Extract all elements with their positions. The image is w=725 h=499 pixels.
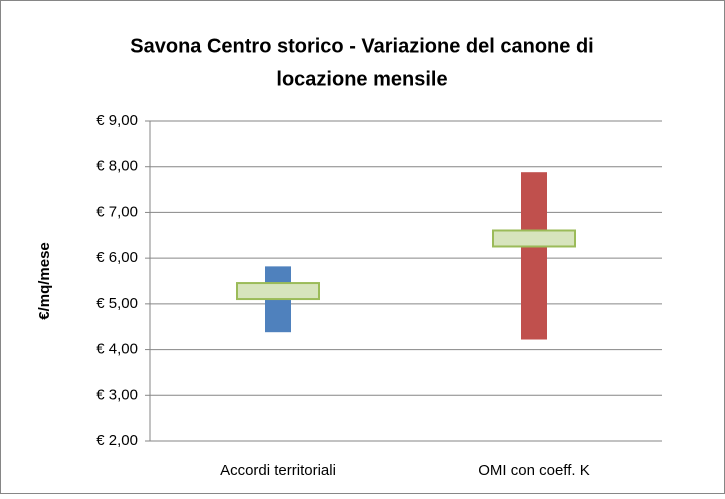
y-tick-label: € 4,00 xyxy=(96,341,138,358)
y-tick-label: € 7,00 xyxy=(96,203,138,220)
y-tick-label: € 9,00 xyxy=(96,112,138,129)
mid-marker xyxy=(236,282,320,301)
y-tick-label: € 2,00 xyxy=(96,432,138,449)
chart-title: locazione mensile xyxy=(276,68,447,90)
y-tick-label: € 3,00 xyxy=(96,386,138,403)
y-tick-label: € 8,00 xyxy=(96,158,138,175)
chart-title: Savona Centro storico - Variazione del c… xyxy=(130,35,593,57)
y-axis-label: €/mq/mese xyxy=(36,242,53,320)
y-tick-label: € 5,00 xyxy=(96,295,138,312)
range-bar xyxy=(521,172,547,340)
x-tick-label: OMI con coeff. K xyxy=(478,462,589,479)
y-tick-label: € 6,00 xyxy=(96,249,138,266)
x-tick-label: Accordi territoriali xyxy=(220,462,336,479)
mid-marker xyxy=(492,229,576,248)
